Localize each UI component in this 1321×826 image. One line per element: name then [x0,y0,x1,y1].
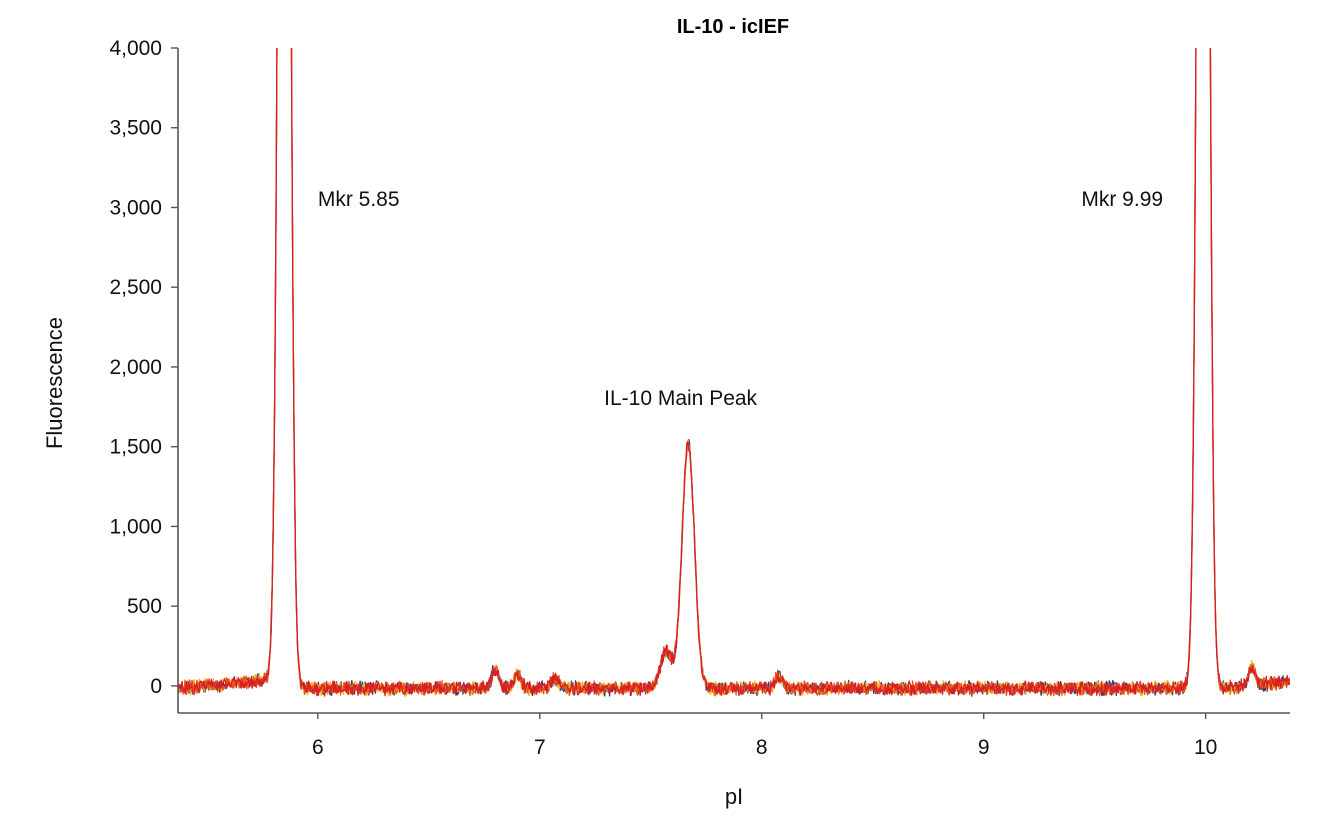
y-tick-label: 1,500 [109,436,162,459]
x-tick-label: 8 [756,736,768,759]
y-tick-label: 0 [150,675,162,698]
y-tick-label: 2,000 [109,356,162,379]
y-tick-label: 3,000 [109,196,162,219]
y-tick-label: 500 [127,595,162,618]
y-axis-ticks: 0 500 1,000 1,500 2,000 2,500 3,000 3,500 4,000 [109,37,178,698]
series-line [178,48,1290,697]
series-line [178,48,1290,697]
y-tick-label: 4,000 [109,37,162,60]
y-tick-label: 3,500 [109,117,162,140]
series-line [178,48,1290,697]
annotations: Mkr 5.85 Mkr 9.99 IL-10 Main Peak [318,188,1163,410]
series-line [178,48,1290,697]
x-axis-label: pI [725,784,743,809]
chart-title: IL-10 - icIEF [677,16,789,38]
y-tick-label: 1,000 [109,515,162,538]
x-axis-ticks: 6 7 8 9 10 [312,713,1217,759]
traces [178,48,1290,697]
annotation-label: IL-10 Main Peak [604,387,757,410]
annotation-label: Mkr 5.85 [318,188,400,211]
x-tick-label: 6 [312,736,324,759]
x-tick-label: 7 [534,736,546,759]
annotation-label: Mkr 9.99 [1081,188,1163,211]
y-tick-label: 2,500 [109,276,162,299]
x-tick-label: 10 [1194,736,1217,759]
y-axis-label: Fluorescence [42,317,67,449]
x-tick-label: 9 [978,736,990,759]
